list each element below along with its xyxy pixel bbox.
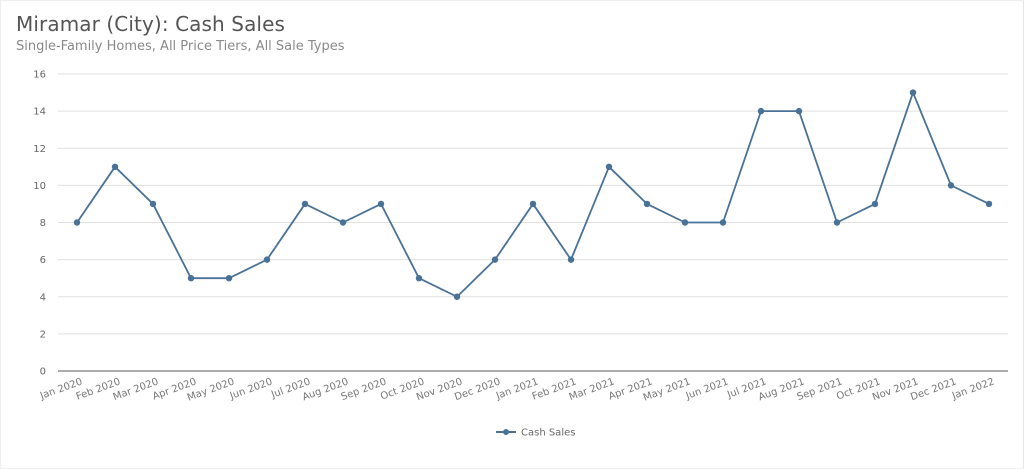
chart-subtitle: Single-Family Homes, All Price Tiers, Al…: [16, 39, 345, 54]
x-tick-label: Jun 2020: [228, 376, 274, 402]
legend-marker-icon: [503, 429, 509, 435]
legend[interactable]: Cash Sales: [496, 428, 575, 439]
y-axis: 0 2 4 6 8 10 12 14 16: [33, 70, 46, 378]
data-point[interactable]: Jul 2020: 9: [301, 200, 309, 208]
y-tick-label: 6: [40, 255, 46, 266]
y-tick-label: 4: [40, 292, 46, 303]
y-tick-label: 10: [33, 181, 46, 192]
data-point[interactable]: Jun 2021: 8: [719, 219, 727, 226]
data-point[interactable]: Jan 2022: 9: [985, 200, 993, 208]
data-point[interactable]: Mar 2020: 9: [149, 200, 157, 208]
data-point[interactable]: Sep 2021: 8: [833, 219, 841, 226]
legend-label-cash-sales: Cash Sales: [521, 428, 575, 439]
y-tick-label: 14: [33, 107, 46, 118]
data-point[interactable]: Oct 2020: 5: [415, 274, 423, 282]
y-tick-label: 0: [40, 367, 46, 378]
data-point[interactable]: Dec 2021: 10: [947, 182, 955, 189]
data-point[interactable]: Dec 2020: 6: [491, 256, 499, 263]
y-tick-label: 2: [40, 329, 46, 340]
data-point[interactable]: Aug 2020: 8: [339, 219, 347, 226]
data-point[interactable]: May 2021: 8: [681, 219, 689, 226]
data-point[interactable]: Feb 2021: 6: [567, 256, 575, 263]
y-tick-label: 16: [33, 70, 46, 81]
data-point[interactable]: May 2020: 5: [225, 274, 233, 282]
data-point[interactable]: Mar 2021: 11: [605, 163, 613, 171]
series-line: [76, 91, 990, 298]
data-point[interactable]: Jul 2021: 14: [757, 107, 765, 115]
data-point[interactable]: Sep 2020: 9: [377, 200, 385, 208]
series-cash-sales[interactable]: Jan 2020: 8 Feb 2020: 11 Mar 2020: 9 Apr 20…: [73, 89, 993, 300]
data-point[interactable]: Apr 2020: 5: [187, 274, 195, 282]
data-point[interactable]: Apr 2021: 9: [643, 200, 651, 208]
x-tick-label: Jun 2021: [684, 376, 730, 402]
gridlines: [58, 73, 1008, 372]
data-point[interactable]: Oct 2021: 9: [871, 200, 879, 208]
data-point[interactable]: Jan 2021: 9: [529, 200, 537, 208]
data-point[interactable]: Jan 2020: 8: [73, 219, 81, 226]
data-point[interactable]: Nov 2021: 15: [909, 89, 917, 96]
data-point[interactable]: Nov 2020: 4: [453, 293, 461, 300]
x-tick-label: Jan 2022: [950, 376, 996, 402]
y-tick-label: 12: [33, 144, 46, 155]
data-point[interactable]: Aug 2021: 14: [795, 107, 803, 115]
data-point[interactable]: Jun 2020: 6: [263, 256, 271, 263]
y-tick-label: 8: [40, 218, 46, 229]
chart-title: Miramar (City): Cash Sales: [16, 12, 286, 36]
data-point[interactable]: Feb 2020: 11: [111, 163, 119, 171]
